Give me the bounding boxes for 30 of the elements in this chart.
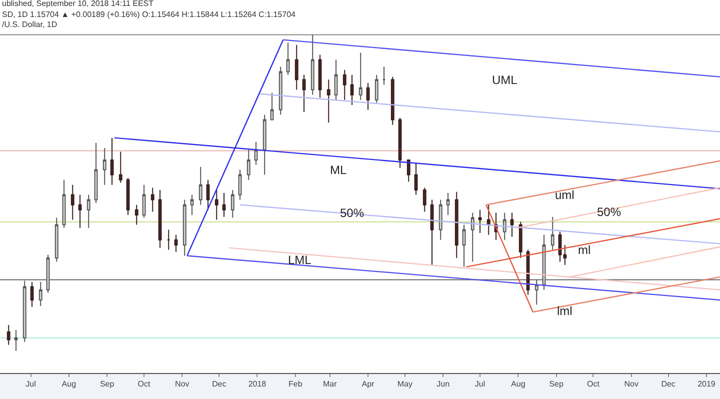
annotation: LML xyxy=(288,253,312,267)
x-tick-label: Apr xyxy=(362,380,375,389)
x-tick-label: Aug xyxy=(62,380,76,389)
text: ublished, September 10, 2018 14:11 EEST xyxy=(2,0,154,8)
x-tick-label: Jun xyxy=(436,380,450,389)
annotation: ml xyxy=(578,243,591,257)
x-tick-label: Sep xyxy=(100,380,115,389)
x-tick-label: Oct xyxy=(138,380,151,389)
x-tick-label: 2019 xyxy=(698,380,716,389)
x-tick-label: Feb xyxy=(288,380,303,389)
x-tick-label: Dec xyxy=(212,380,226,389)
x-tick-label: May xyxy=(397,380,412,389)
annotation: lml xyxy=(557,304,572,318)
x-tick-label: Sep xyxy=(549,380,564,389)
text: /U.S. Dollar, 1D xyxy=(2,20,58,29)
x-tick-label: Oct xyxy=(587,380,600,389)
text: SD, 1D 1.15704 ▲ +0.00189 (+0.16%) O:1.15464 H:1.15844 L:1.15264 C:1.15704 xyxy=(2,10,296,19)
x-tick-label: 2018 xyxy=(248,380,267,389)
x-tick-label: Jul xyxy=(474,380,486,389)
x-tick-label: Dec xyxy=(661,380,676,389)
annotation: uml xyxy=(555,188,574,202)
annotation: 50% xyxy=(340,206,364,220)
annotation: 50% xyxy=(597,205,622,219)
x-tick-label: Jul xyxy=(26,380,36,389)
x-tick-label: Nov xyxy=(624,380,638,389)
x-tick-label: Nov xyxy=(175,380,190,389)
x-tick-label: Mar xyxy=(322,380,338,389)
annotation: ML xyxy=(330,163,347,177)
annotation: UML xyxy=(492,73,518,87)
x-tick-label: Aug xyxy=(511,380,526,389)
